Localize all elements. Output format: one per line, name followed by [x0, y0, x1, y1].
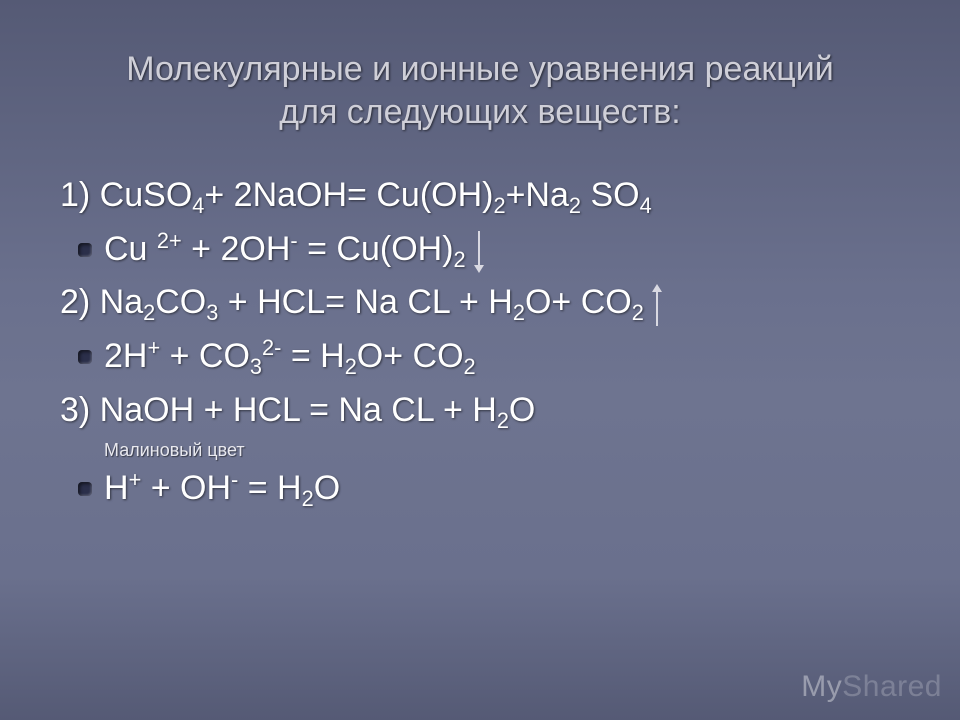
slide: Молекулярные и ионные уравнения реакций …	[0, 0, 960, 720]
gas-arrow-icon	[650, 284, 664, 326]
equation-line: 1) CuSO4+ 2NaOH= Cu(OH)2+Na2 SO4	[60, 169, 900, 223]
bullet-icon	[78, 243, 92, 257]
bullet-line: Cu 2+ + 2OH- = Cu(OH)2	[60, 223, 900, 277]
title-line2: для следующих веществ:	[279, 93, 680, 131]
watermark: MyShared	[801, 670, 942, 704]
equation-line: 2) Na2CO3 + HCL= Na CL + H2O+ CO2	[60, 276, 900, 330]
bullet-line: 2H+ + CO32- = H2O+ CO2	[60, 330, 900, 384]
note-text: Малиновый цвет	[104, 436, 245, 464]
equation-text: 2) Na2CO3 + HCL= Na CL + H2O+ CO2	[60, 276, 644, 330]
note-line: Малиновый цвет	[60, 438, 900, 462]
equation-line: 3) NaOH + HCL = Na CL + H2O	[60, 384, 900, 438]
precipitate-arrow-icon	[472, 231, 486, 273]
bullet-line: H+ + OH- = H2O	[60, 462, 900, 516]
bullet-icon	[78, 350, 92, 364]
slide-title: Молекулярные и ионные уравнения реакций …	[60, 48, 900, 133]
watermark-strong: My	[801, 670, 842, 703]
equation-text: 2H+ + CO32- = H2O+ CO2	[104, 330, 476, 384]
title-line1: Молекулярные и ионные уравнения реакций	[126, 50, 833, 88]
bullet-icon	[78, 482, 92, 496]
slide-content: 1) CuSO4+ 2NaOH= Cu(OH)2+Na2 SO4Cu 2+ + …	[60, 169, 900, 516]
equation-text: 1) CuSO4+ 2NaOH= Cu(OH)2+Na2 SO4	[60, 169, 652, 223]
equation-text: H+ + OH- = H2O	[104, 462, 340, 516]
watermark-dim: Shared	[842, 670, 942, 703]
equation-text: Cu 2+ + 2OH- = Cu(OH)2	[104, 223, 466, 277]
equation-text: 3) NaOH + HCL = Na CL + H2O	[60, 384, 535, 438]
